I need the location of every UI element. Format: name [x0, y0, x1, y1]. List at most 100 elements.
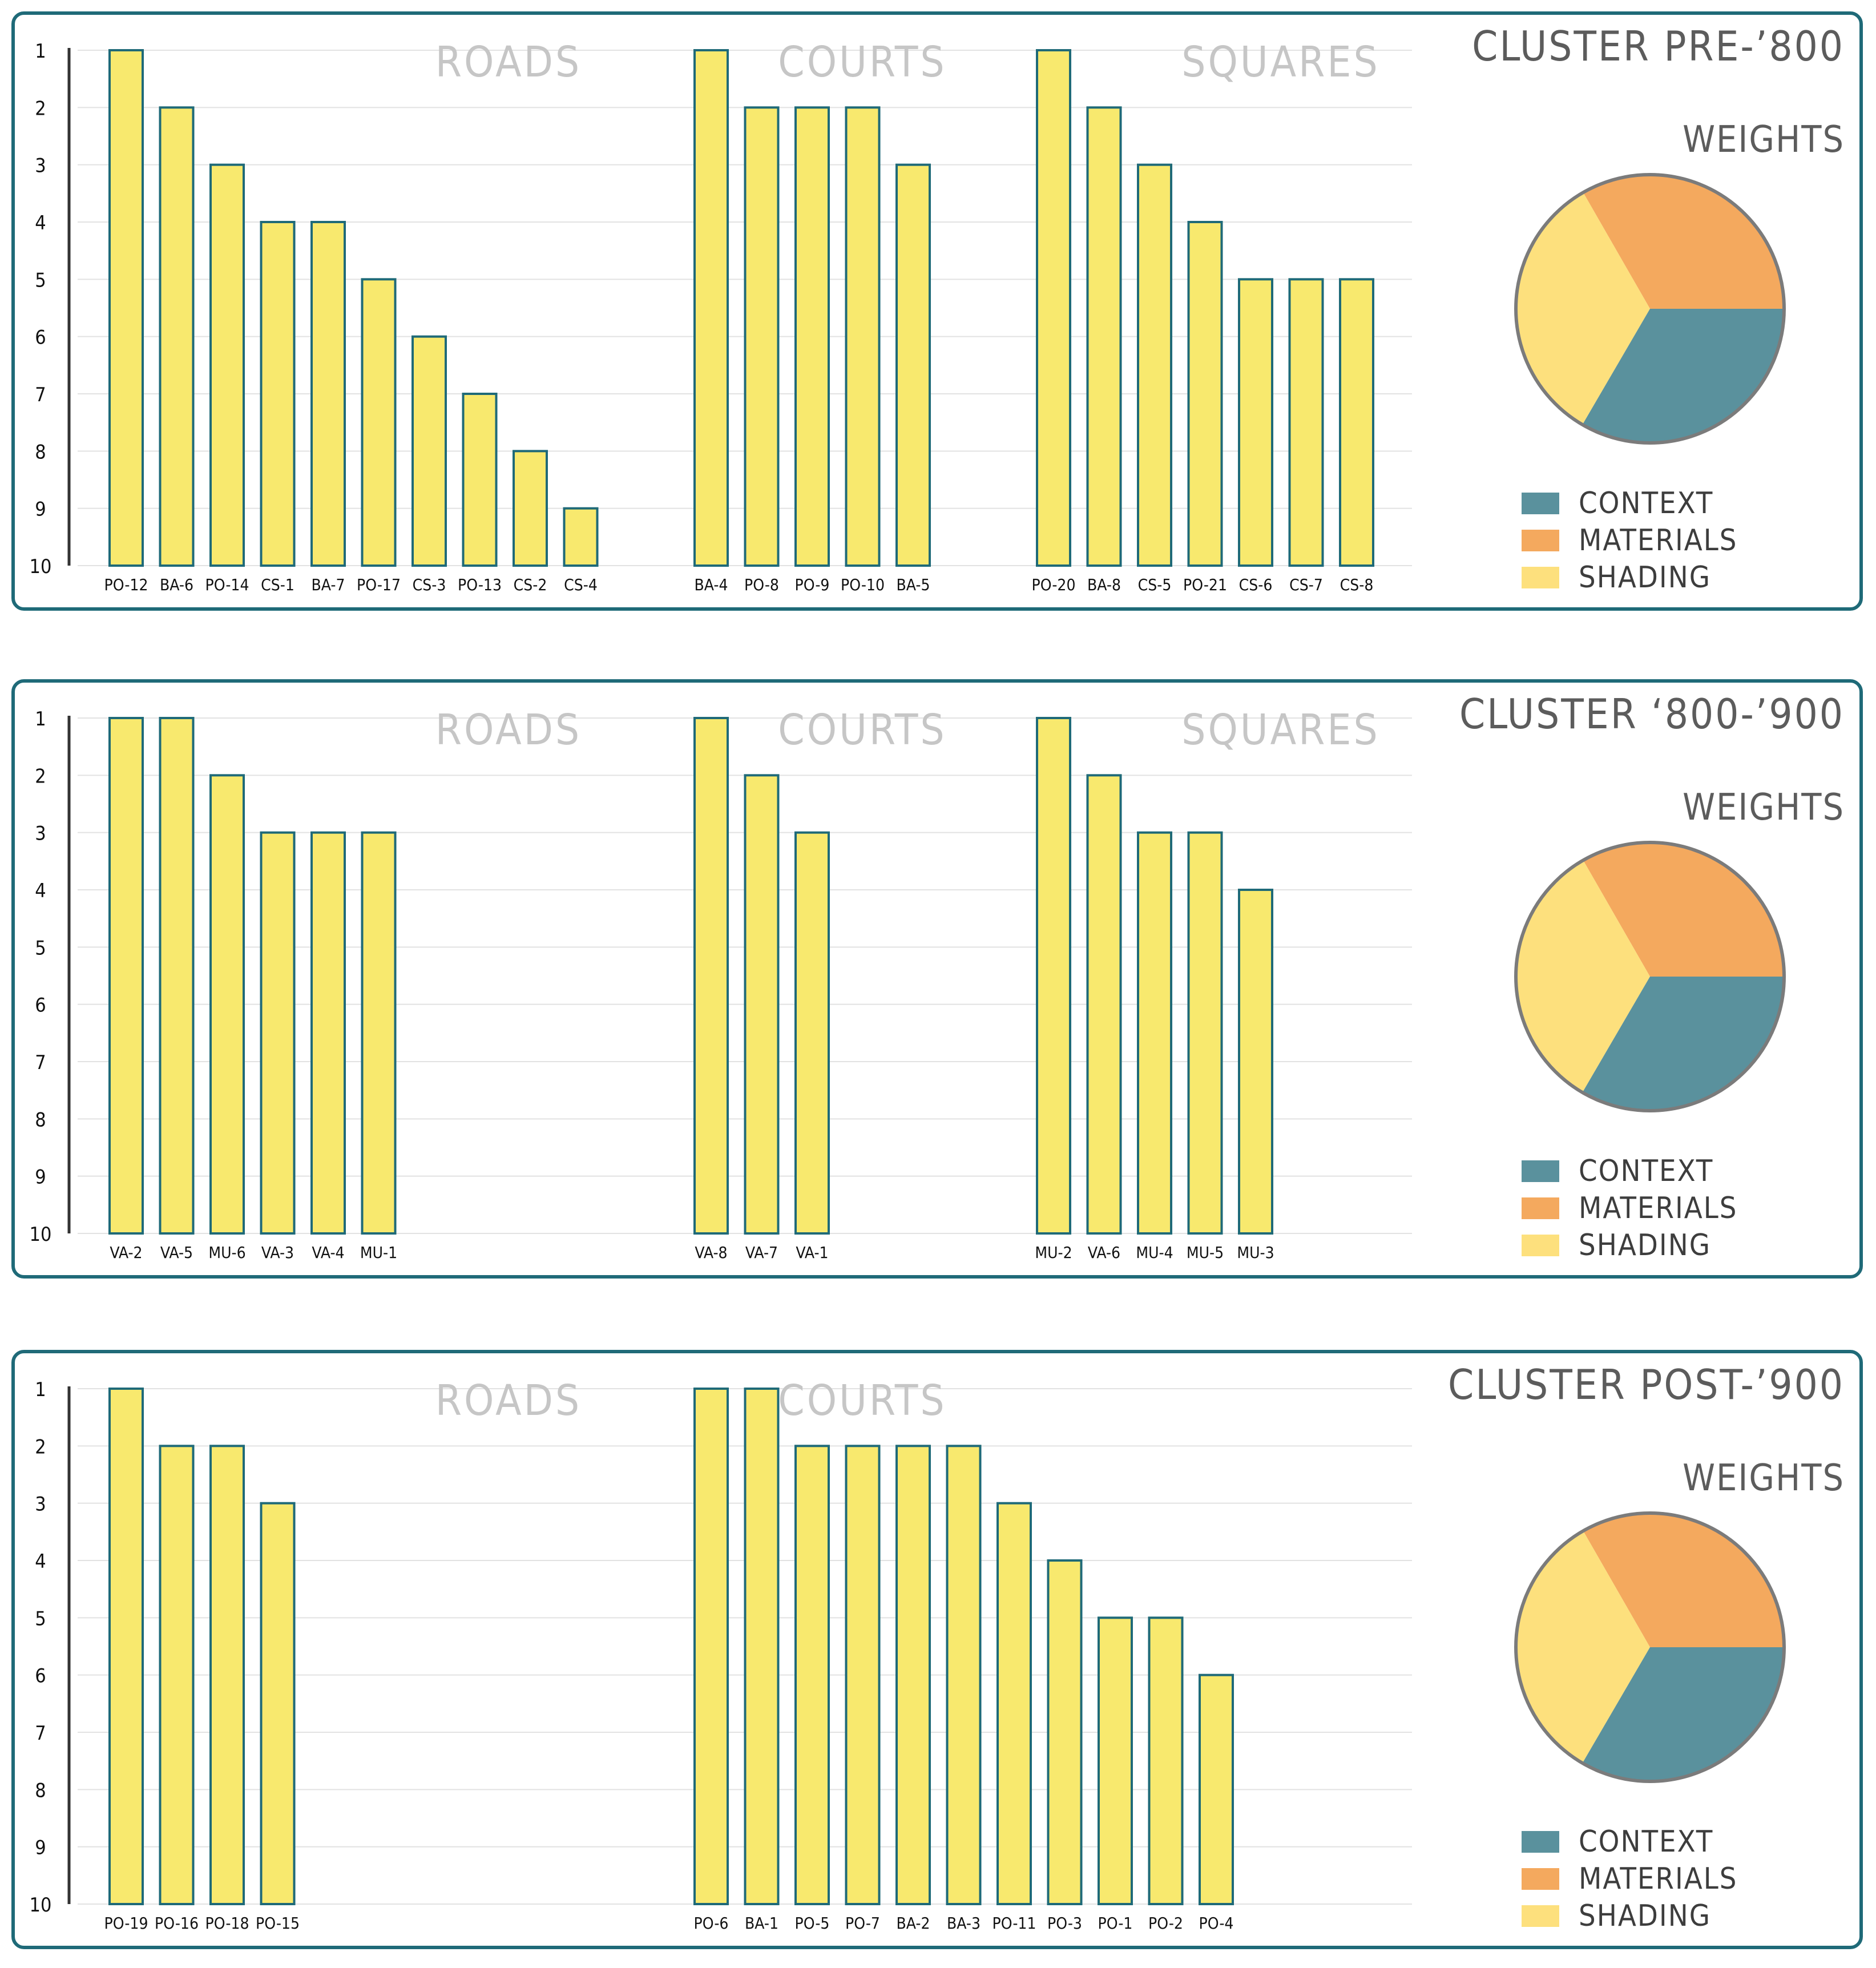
category-label: PO-13 — [458, 575, 502, 594]
legend-label-context: CONTEXT — [1579, 1154, 1713, 1188]
pie-slice-shading — [1515, 192, 1650, 425]
y-tick-label: 1 — [35, 40, 46, 63]
bar-po-21 — [1187, 221, 1223, 567]
bar-po-15 — [260, 1502, 296, 1905]
cluster-chart-svg: 1 2 3 4 5 6 7 8 9 10 ROADS VA-2 VA-5 MU-6 VA-3 VA-4 MU-1… — [30, 690, 1845, 1263]
category-label: VA-3 — [261, 1243, 294, 1262]
bar-po-1 — [1098, 1616, 1133, 1905]
bar-cs-8 — [1339, 278, 1374, 567]
legend-label-materials: MATERIALS — [1579, 1191, 1737, 1225]
category-label: VA-5 — [160, 1243, 193, 1262]
legend-label-context: CONTEXT — [1579, 486, 1713, 521]
category-label: PO-19 — [104, 1914, 148, 1933]
bar-cs-3 — [411, 335, 447, 567]
category-label: VA-2 — [110, 1243, 142, 1262]
bar-po-6 — [693, 1388, 729, 1905]
bar-va-2 — [108, 717, 144, 1235]
category-label: PO-11 — [993, 1914, 1036, 1933]
y-tick-label: 4 — [35, 880, 46, 902]
legend-swatch-materials — [1522, 530, 1559, 551]
pie-slice-materials — [1583, 842, 1784, 977]
bar-ba-1 — [744, 1388, 780, 1905]
y-tick-label: 2 — [35, 1435, 46, 1458]
category-label: PO-8 — [744, 575, 779, 594]
category-label: PO-18 — [205, 1914, 249, 1933]
category-label: PO-15 — [256, 1914, 300, 1933]
y-tick-label: 8 — [35, 441, 46, 463]
pie-slice-context — [1582, 1647, 1784, 1781]
bar-po-2 — [1148, 1616, 1184, 1905]
bar-po-12 — [108, 49, 144, 567]
legend-label-shading: SHADING — [1579, 560, 1711, 595]
bar-po-17 — [361, 278, 397, 567]
weights-title: WEIGHTS — [1683, 1457, 1845, 1499]
weights-title: WEIGHTS — [1683, 787, 1845, 829]
pie-slice-shading — [1515, 860, 1650, 1093]
category-label: CS-8 — [1340, 575, 1374, 594]
category-label: PO-17 — [357, 575, 401, 594]
legend-swatch-materials — [1522, 1868, 1559, 1890]
legend-label-shading: SHADING — [1579, 1228, 1711, 1263]
y-tick-label: 3 — [35, 1493, 46, 1516]
y-tick-label: 3 — [35, 155, 46, 178]
bar-po-7 — [845, 1445, 881, 1906]
bar-po-20 — [1036, 49, 1071, 567]
section-label-roads: ROADS — [435, 1376, 582, 1425]
y-tick-label: 2 — [35, 97, 46, 120]
bar-po-3 — [1047, 1559, 1083, 1905]
y-tick-label: 7 — [35, 384, 46, 406]
bar-va-5 — [159, 717, 195, 1235]
bar-va-6 — [1086, 774, 1122, 1235]
category-label: BA-8 — [1087, 575, 1121, 594]
legend-label-materials: MATERIALS — [1579, 1862, 1737, 1896]
bar-po-14 — [209, 163, 245, 567]
cluster-title: CLUSTER POST-’900 — [1448, 1361, 1845, 1409]
section-label-courts: COURTS — [778, 705, 946, 755]
category-label: VA-8 — [695, 1243, 727, 1262]
category-label: PO-4 — [1199, 1914, 1234, 1933]
category-label: BA-1 — [745, 1914, 778, 1933]
y-tick-label: 4 — [35, 212, 46, 235]
cluster-title: CLUSTER PRE-’800 — [1472, 22, 1845, 70]
section-label-roads: ROADS — [435, 38, 582, 87]
y-tick-label: 7 — [35, 1051, 46, 1074]
bar-ba-8 — [1086, 106, 1122, 567]
bar-po-10 — [845, 106, 881, 567]
bar-cs-2 — [513, 450, 548, 567]
bar-ba-2 — [895, 1445, 931, 1906]
y-tick-label: 7 — [35, 1722, 46, 1745]
cluster-panel-post-900: 1 2 3 4 5 6 7 8 9 10 ROADS PO-19 PO-16 PO-18 PO-15 COUR… — [11, 1350, 1863, 1949]
y-tick-label: 9 — [35, 1837, 46, 1860]
bar-po-9 — [794, 106, 830, 567]
cluster-chart-svg: 1 2 3 4 5 6 7 8 9 10 ROADS PO-12 BA-6 PO-14 CS-1 BA-7 PO… — [30, 22, 1845, 595]
y-tick-label: 2 — [35, 765, 46, 788]
y-tick-label: 1 — [35, 1378, 46, 1401]
legend-label-shading: SHADING — [1579, 1899, 1711, 1933]
y-tick-label: 9 — [35, 1166, 46, 1189]
category-label: VA-6 — [1088, 1243, 1120, 1262]
bar-ba-6 — [159, 106, 195, 567]
y-tick-label: 9 — [35, 498, 46, 521]
bar-cs-1 — [260, 221, 296, 567]
category-label: BA-5 — [896, 575, 930, 594]
bar-cs-4 — [563, 507, 599, 567]
legend-label-context: CONTEXT — [1579, 1825, 1713, 1859]
bar-ba-4 — [693, 49, 729, 567]
pie-outline — [1514, 1511, 1786, 1783]
y-tick-label: 10 — [30, 555, 52, 578]
bar-mu-2 — [1036, 717, 1071, 1235]
section-label-squares: SQUARES — [1181, 705, 1380, 755]
bar-mu-4 — [1137, 831, 1172, 1235]
category-label: PO-10 — [841, 575, 885, 594]
pie-slice-shading — [1515, 1531, 1650, 1764]
category-label: PO-21 — [1183, 575, 1227, 594]
category-label: CS-3 — [413, 575, 446, 594]
category-label: MU-6 — [208, 1243, 245, 1262]
pie-slice-context — [1582, 309, 1784, 443]
y-tick-label: 8 — [35, 1108, 46, 1131]
legend-swatch-shading — [1522, 1235, 1559, 1256]
legend-swatch-materials — [1522, 1197, 1559, 1219]
category-label: CS-7 — [1289, 575, 1323, 594]
bar-va-4 — [310, 831, 346, 1235]
y-tick-label: 3 — [35, 822, 46, 845]
